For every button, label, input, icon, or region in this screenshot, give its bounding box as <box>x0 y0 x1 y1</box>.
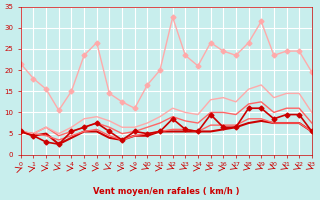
X-axis label: Vent moyen/en rafales ( km/h ): Vent moyen/en rafales ( km/h ) <box>93 187 240 196</box>
